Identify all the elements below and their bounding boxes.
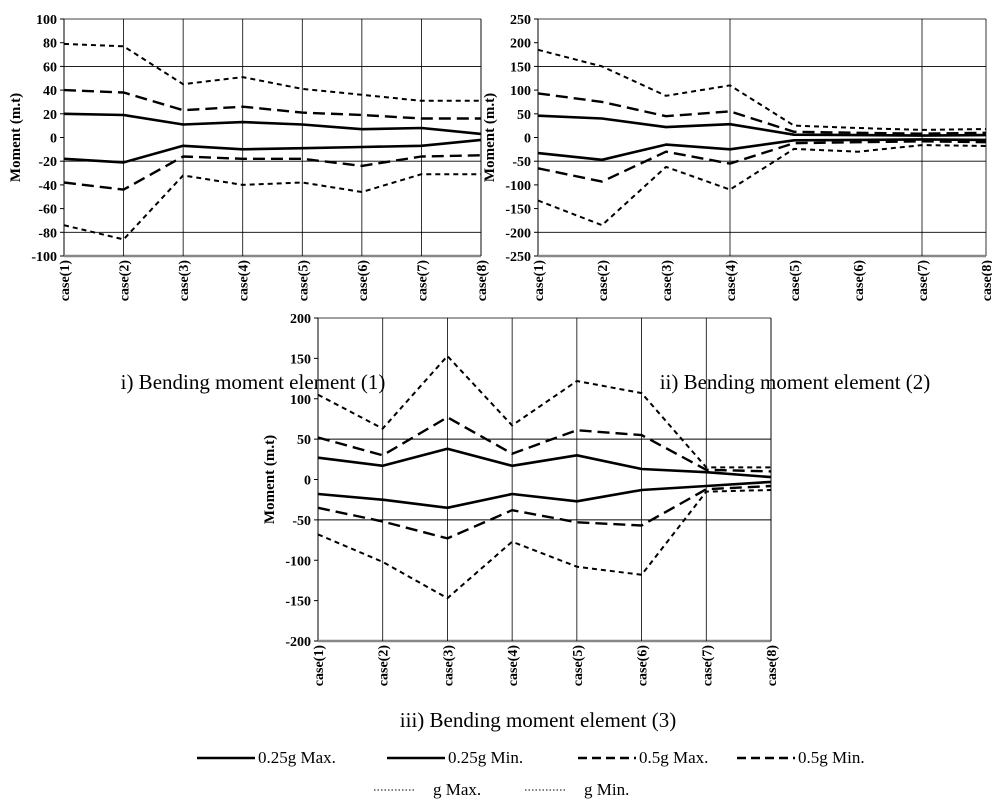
series-line-g-min [63, 173, 481, 241]
series-line-0-5g-max [63, 88, 481, 120]
x-tick-label: case(3) [441, 645, 456, 687]
x-tick-label: case(7) [415, 260, 430, 302]
y-tick-label: 100 [36, 13, 57, 28]
x-tick-label: case(7) [916, 260, 931, 302]
y-tick-label: -200 [285, 635, 311, 650]
series-line-0-5g-max [537, 92, 987, 135]
y-tick-label: -250 [505, 250, 531, 265]
y-tick-label: -40 [38, 179, 57, 194]
y-tick-label: -50 [512, 155, 531, 170]
series-line-0-25g-max [63, 112, 482, 136]
series-line-0-25g-min [317, 480, 772, 510]
y-tick-label: 100 [510, 84, 531, 99]
y-tick-label: 0 [304, 474, 311, 489]
y-tick-label: -100 [505, 179, 531, 194]
y-tick-label: -60 [38, 203, 57, 218]
y-tick-label: -80 [38, 226, 57, 241]
y-tick-label: 20 [43, 108, 57, 123]
y-tick-label: 250 [510, 13, 531, 28]
y-axis-title: Moment (m.t) [262, 435, 278, 524]
legend-label-0-5g-max: 0.5g Max. [639, 748, 708, 767]
y-tick-label: -150 [285, 595, 311, 610]
series-line-0-25g-min [63, 138, 482, 164]
y-tick-label: -200 [505, 226, 531, 241]
x-tick-label: case(4) [724, 260, 739, 302]
series-line-g-max [63, 42, 481, 102]
x-tick-label: case(3) [660, 260, 675, 302]
y-tick-label: 100 [290, 393, 311, 408]
series-line-g-min [317, 489, 772, 600]
y-tick-label: 200 [290, 312, 311, 327]
y-tick-label: 80 [43, 37, 57, 52]
legend-label-0-25g-min: 0.25g Min. [448, 748, 523, 767]
series-line-g-min [537, 144, 987, 227]
y-tick-label: -100 [285, 554, 311, 569]
x-tick-label: case(5) [296, 260, 311, 302]
chart-panel-element-3: 200 150 100 50 0 -50 -100 -150 -200 Moment (m.t) c… [262, 312, 780, 686]
x-tick-label: case(7) [700, 645, 715, 687]
series-line-0-5g-min [317, 484, 772, 540]
y-tick-label: 0 [524, 132, 531, 147]
y-tick-label: 50 [517, 108, 531, 123]
x-tick-label: case(8) [765, 645, 780, 687]
x-tick-label: case(4) [506, 645, 521, 687]
x-tick-label: case(2) [596, 260, 611, 302]
x-tick-label: case(6) [852, 260, 867, 302]
x-tick-label: case(1) [58, 260, 73, 302]
y-tick-label: 200 [510, 37, 531, 52]
x-tick-label: case(8) [980, 260, 992, 302]
x-tick-label: case(5) [788, 260, 803, 302]
y-tick-label: 150 [510, 60, 531, 75]
series-line-0-5g-min [63, 154, 482, 191]
x-tick-label: case(2) [118, 260, 133, 302]
legend-label-g-min: g Min. [584, 780, 629, 799]
y-tick-label: -100 [31, 250, 57, 265]
y-tick-label: 60 [43, 60, 57, 75]
chart-panel-element-1: 100 80 60 40 20 0 -20 -40 -60 -80 -100 Moment (m.t)… [8, 13, 490, 301]
y-tick-label: -50 [292, 514, 311, 529]
x-tick-label: case(1) [312, 645, 327, 687]
y-tick-label: 40 [43, 84, 57, 99]
x-tick-label: case(1) [532, 260, 547, 302]
x-tick-label: case(6) [356, 260, 371, 302]
series-line-0-25g-max [537, 114, 987, 137]
series-line-0-25g-min [537, 138, 987, 162]
y-tick-label: 150 [290, 352, 311, 367]
y-axis-title: Moment (m.t) [8, 93, 24, 182]
x-tick-label: case(2) [377, 645, 392, 687]
y-axis-title: Moment (m.t) [482, 93, 498, 182]
legend-label-g-max: g Max. [433, 780, 481, 799]
chart-panel-element-2: 250 200 150 100 50 0 -50 -100 -150 -200 -250 Moment… [482, 13, 992, 301]
legend-label-0-5g-min: 0.5g Min. [798, 748, 865, 767]
y-tick-label: 0 [50, 132, 57, 147]
legend: 0.25g Max. 0.25g Min. 0.5g Max. 0.5g Min. g … [197, 748, 865, 799]
caption-element-2: ii) Bending moment element (2) [660, 370, 931, 394]
y-tick-label: -20 [38, 155, 57, 170]
series-line-0-5g-min [537, 140, 987, 183]
legend-label-0-25g-max: 0.25g Max. [258, 748, 336, 767]
series-line-0-5g-max [317, 416, 772, 473]
series-line-0-25g-max [317, 447, 772, 479]
y-tick-label: 50 [297, 433, 311, 448]
x-tick-label: case(6) [636, 645, 651, 687]
x-tick-label: case(4) [237, 260, 252, 302]
caption-element-3: iii) Bending moment element (3) [400, 708, 676, 732]
x-tick-label: case(5) [571, 645, 586, 687]
x-tick-label: case(3) [177, 260, 192, 302]
x-tick-label: case(8) [475, 260, 490, 302]
y-tick-label: -150 [505, 203, 531, 218]
caption-element-1: i) Bending moment element (1) [121, 370, 386, 394]
